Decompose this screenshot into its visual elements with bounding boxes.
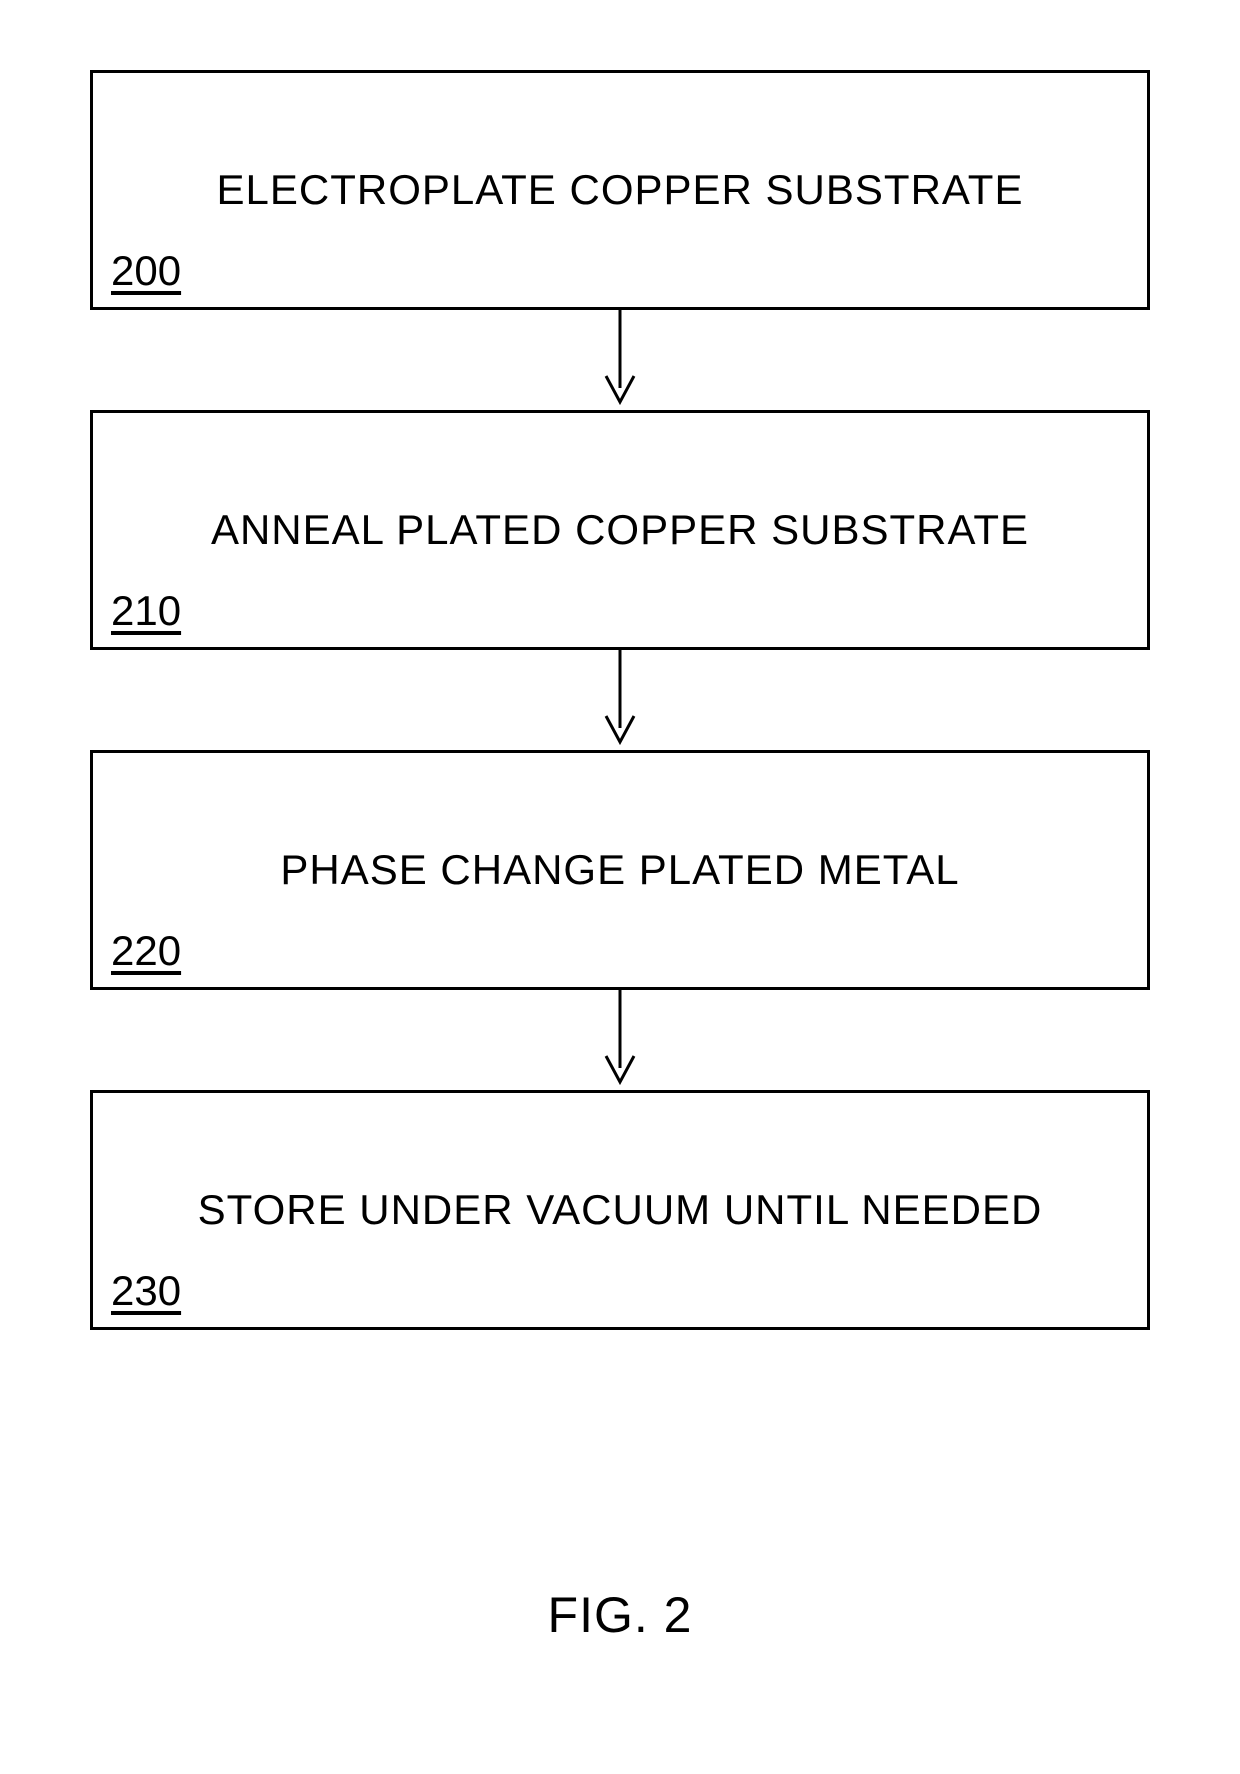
- step-label: ELECTROPLATE COPPER SUBSTRATE: [217, 166, 1024, 214]
- step-number: 200: [111, 247, 181, 295]
- step-number: 220: [111, 927, 181, 975]
- step-box: ANNEAL PLATED COPPER SUBSTRATE 210: [90, 410, 1150, 650]
- step-number: 210: [111, 587, 181, 635]
- step-box: ELECTROPLATE COPPER SUBSTRATE 200: [90, 70, 1150, 310]
- arrow-down-icon: [90, 990, 1150, 1090]
- figure-caption: FIG. 2: [548, 1586, 693, 1644]
- flowchart: ELECTROPLATE COPPER SUBSTRATE 200 ANNEAL…: [90, 70, 1150, 1330]
- arrow-down-icon: [90, 310, 1150, 410]
- step-label: STORE UNDER VACUUM UNTIL NEEDED: [198, 1186, 1043, 1234]
- step-label: ANNEAL PLATED COPPER SUBSTRATE: [211, 506, 1029, 554]
- step-box: STORE UNDER VACUUM UNTIL NEEDED 230: [90, 1090, 1150, 1330]
- step-label: PHASE CHANGE PLATED METAL: [280, 846, 959, 894]
- step-box: PHASE CHANGE PLATED METAL 220: [90, 750, 1150, 990]
- step-number: 230: [111, 1267, 181, 1315]
- arrow-down-icon: [90, 650, 1150, 750]
